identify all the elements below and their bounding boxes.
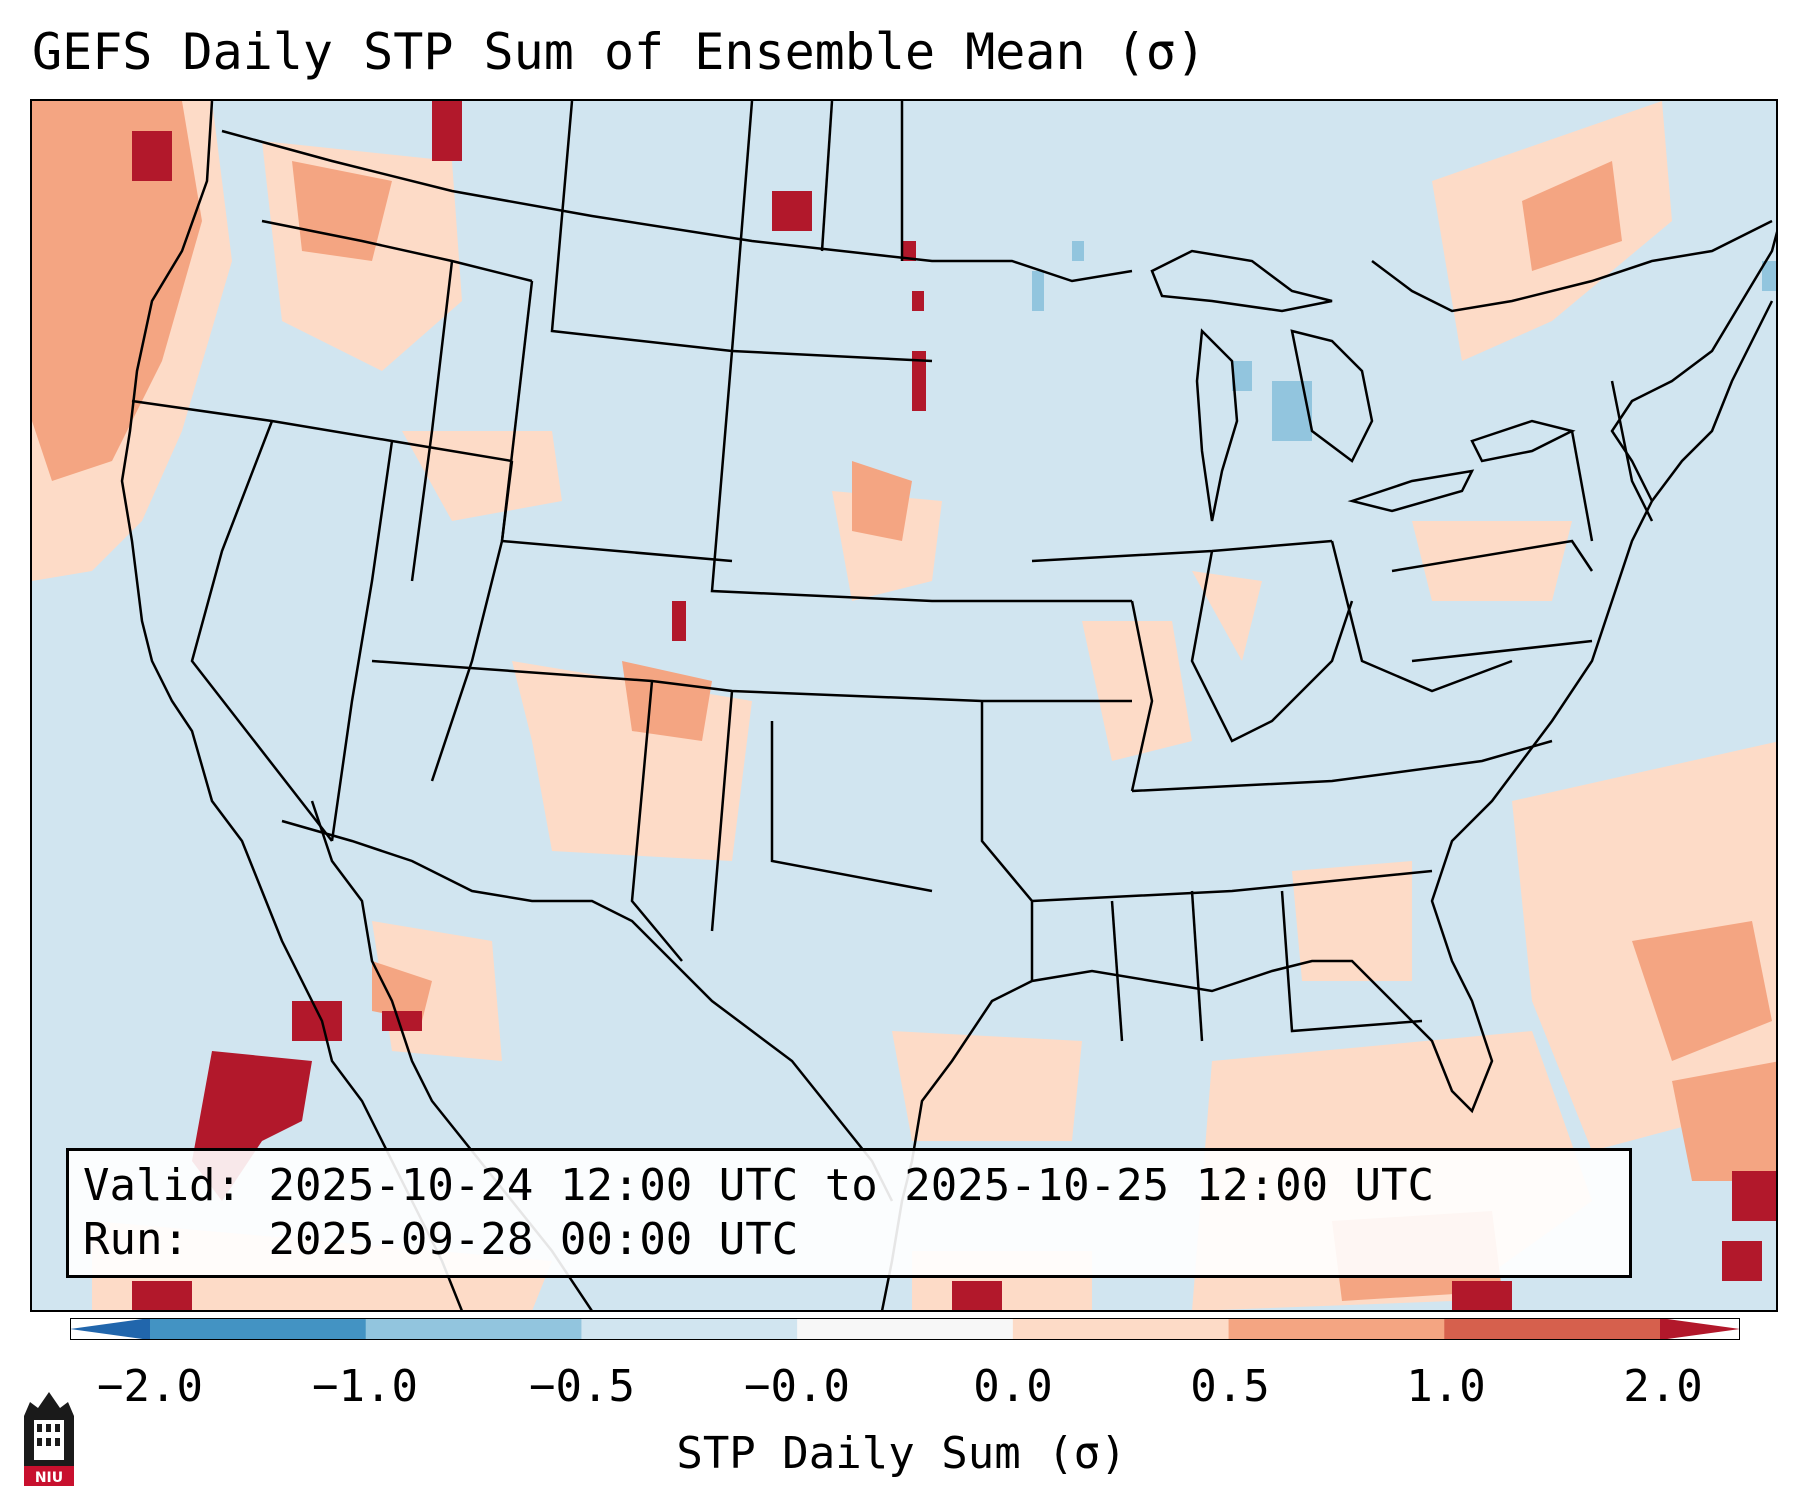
colorbar-tick-label: −2.0: [97, 1361, 203, 1412]
state-borders: [131, 101, 1654, 1042]
anomaly-shading-negative: [1032, 241, 1776, 441]
colorbar-bin: [1444, 1318, 1661, 1340]
colorbar-extend-high: [1660, 1318, 1740, 1340]
colorbar-tick-label: 2.0: [1623, 1361, 1703, 1412]
colorbar-tick-label: 1.0: [1406, 1361, 1486, 1412]
colorbar-tick-label: −0.5: [529, 1361, 635, 1412]
colorbar-bin: [1228, 1318, 1445, 1340]
niu-logo: NIU: [24, 1392, 74, 1486]
colorbar-bin: [581, 1318, 798, 1340]
colorbar-bin: [1012, 1318, 1230, 1340]
great-lakes: [1150, 249, 1576, 522]
colorbar-bin: [797, 1318, 1014, 1340]
logo-text: NIU: [35, 1470, 63, 1486]
map-svg: [32, 101, 1776, 1310]
colorbar-tick-label: −1.0: [312, 1361, 418, 1412]
valid-value: 2025-10-24 12:00 UTC to 2025-10-25 12:00…: [268, 1160, 1435, 1211]
map-panel: [30, 99, 1778, 1312]
valid-run-info-box: Valid: 2025-10-24 12:00 UTC to 2025-10-2…: [66, 1148, 1632, 1278]
colorbar-tick-label: −0.0: [744, 1361, 850, 1412]
run-value: 2025-09-28 00:00 UTC: [268, 1214, 799, 1265]
chart-title: GEFS Daily STP Sum of Ensemble Mean (σ): [32, 23, 1206, 81]
colorbar-bin: [365, 1318, 582, 1340]
colorbar-tick-label: 0.5: [1190, 1361, 1270, 1412]
run-label: Run:: [83, 1214, 189, 1265]
colorbar-bin: [150, 1318, 367, 1340]
international-borders: [221, 129, 1773, 1202]
colorbar-tick-label: 0.0: [973, 1361, 1053, 1412]
colorbar-label: STP Daily Sum (σ): [676, 1428, 1127, 1479]
colorbar-extend-low: [70, 1318, 150, 1340]
colorbar: [70, 1318, 1740, 1340]
valid-label: Valid:: [83, 1160, 242, 1211]
